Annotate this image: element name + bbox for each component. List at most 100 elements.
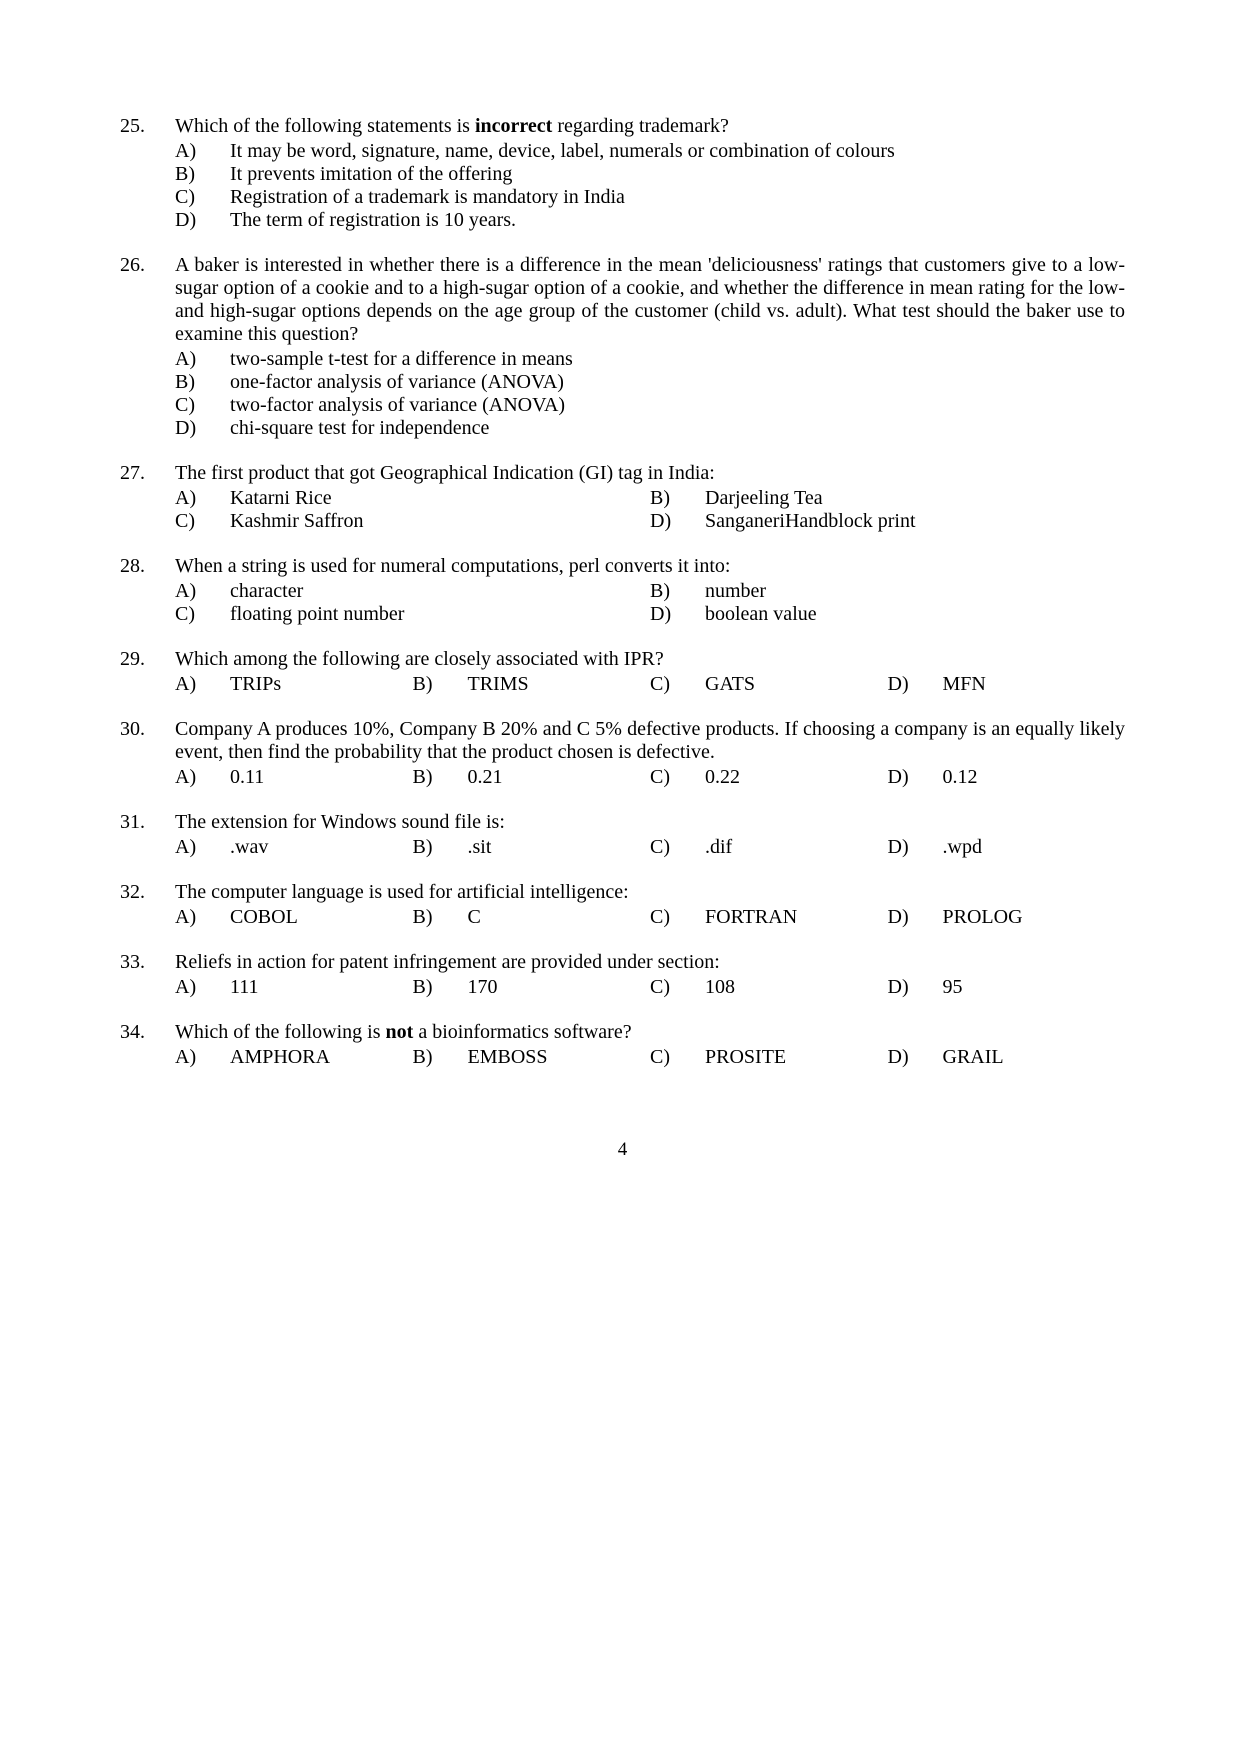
option-text: PROSITE bbox=[705, 1046, 888, 1069]
option-letter: A) bbox=[175, 348, 230, 371]
question: 27.The first product that got Geographic… bbox=[120, 462, 1125, 533]
option: B)EMBOSS bbox=[413, 1046, 651, 1069]
option-text: Katarni Rice bbox=[230, 487, 650, 510]
option-letter: D) bbox=[175, 209, 230, 232]
option-col: D)boolean value bbox=[650, 603, 1125, 626]
option-text: character bbox=[230, 580, 650, 603]
option-letter: B) bbox=[413, 673, 468, 696]
option-row: B)It prevents imitation of the offering bbox=[175, 163, 1125, 186]
option: B)C bbox=[413, 906, 651, 929]
option-letter: C) bbox=[650, 766, 705, 789]
option-letter: C) bbox=[650, 1046, 705, 1069]
option-row: A)two-sample t-test for a difference in … bbox=[175, 348, 1125, 371]
question-number: 30. bbox=[120, 718, 175, 789]
option-col: A)Katarni Rice bbox=[175, 487, 650, 510]
option-letter: B) bbox=[413, 766, 468, 789]
option-letter: A) bbox=[175, 766, 230, 789]
options-inline: A)111B)170C)108D)95 bbox=[175, 976, 1125, 999]
option-text: GRAIL bbox=[943, 1046, 1126, 1069]
option-text: EMBOSS bbox=[468, 1046, 651, 1069]
option-text: .dif bbox=[705, 836, 888, 859]
option-text: 0.12 bbox=[943, 766, 1126, 789]
option-letter: B) bbox=[650, 580, 705, 603]
option-col: D)SanganeriHandblock print bbox=[650, 510, 1125, 533]
option-letter: A) bbox=[175, 580, 230, 603]
option: D)MFN bbox=[888, 673, 1126, 696]
option-letter: D) bbox=[650, 510, 705, 533]
options-inline: A)AMPHORAB)EMBOSSC)PROSITED)GRAIL bbox=[175, 1046, 1125, 1069]
option-text: 95 bbox=[943, 976, 1126, 999]
option-letter: A) bbox=[175, 1046, 230, 1069]
text-segment: a bioinformatics software? bbox=[413, 1021, 631, 1043]
option: C)108 bbox=[650, 976, 888, 999]
option-row: D)chi-square test for independence bbox=[175, 417, 1125, 440]
option-text: floating point number bbox=[230, 603, 650, 626]
option-text: 0.21 bbox=[468, 766, 651, 789]
option-text: chi-square test for independence bbox=[230, 417, 1125, 440]
options-inline: A)COBOLB)CC)FORTRAND)PROLOG bbox=[175, 906, 1125, 929]
question-number: 34. bbox=[120, 1021, 175, 1069]
option-text: .sit bbox=[468, 836, 651, 859]
option-letter: B) bbox=[413, 906, 468, 929]
question-number: 26. bbox=[120, 254, 175, 440]
option: B)0.21 bbox=[413, 766, 651, 789]
question-text: When a string is used for numeral comput… bbox=[175, 555, 1125, 578]
option-row: C)two-factor analysis of variance (ANOVA… bbox=[175, 394, 1125, 417]
option: C)PROSITE bbox=[650, 1046, 888, 1069]
option: A)111 bbox=[175, 976, 413, 999]
option: C).dif bbox=[650, 836, 888, 859]
option-letter: A) bbox=[175, 487, 230, 510]
option: D).wpd bbox=[888, 836, 1126, 859]
options-2col: A)Katarni RiceB)Darjeeling TeaC)Kashmir … bbox=[175, 487, 1125, 533]
options-vertical: A)It may be word, signature, name, devic… bbox=[175, 140, 1125, 232]
question-body: The computer language is used for artifi… bbox=[175, 881, 1125, 929]
option-text: Kashmir Saffron bbox=[230, 510, 650, 533]
question: 25.Which of the following statements is … bbox=[120, 115, 1125, 232]
option-col: A)character bbox=[175, 580, 650, 603]
option-text: two-sample t-test for a difference in me… bbox=[230, 348, 1125, 371]
option-letter: C) bbox=[175, 394, 230, 417]
option-letter: A) bbox=[175, 836, 230, 859]
option-row: A)characterB)number bbox=[175, 580, 1125, 603]
question-body: Which of the following is not a bioinfor… bbox=[175, 1021, 1125, 1069]
question-body: The extension for Windows sound file is:… bbox=[175, 811, 1125, 859]
option-row: A)Katarni RiceB)Darjeeling Tea bbox=[175, 487, 1125, 510]
question: 28.When a string is used for numeral com… bbox=[120, 555, 1125, 626]
option: D)95 bbox=[888, 976, 1126, 999]
option-text: The term of registration is 10 years. bbox=[230, 209, 1125, 232]
text-segment: not bbox=[386, 1021, 414, 1043]
option-letter: D) bbox=[888, 906, 943, 929]
question-number: 33. bbox=[120, 951, 175, 999]
question-body: The first product that got Geographical … bbox=[175, 462, 1125, 533]
question-text: Company A produces 10%, Company B 20% an… bbox=[175, 718, 1125, 764]
option-letter: D) bbox=[888, 766, 943, 789]
options-inline: A)0.11B)0.21C)0.22D)0.12 bbox=[175, 766, 1125, 789]
question-body: A baker is interested in whether there i… bbox=[175, 254, 1125, 440]
option-text: AMPHORA bbox=[230, 1046, 413, 1069]
option-text: PROLOG bbox=[943, 906, 1126, 929]
text-segment: Which of the following statements is bbox=[175, 115, 475, 137]
option-letter: C) bbox=[175, 510, 230, 533]
option: A)COBOL bbox=[175, 906, 413, 929]
option-text: C bbox=[468, 906, 651, 929]
option-row: C)floating point numberD)boolean value bbox=[175, 603, 1125, 626]
option-letter: B) bbox=[175, 371, 230, 394]
option: B)TRIMS bbox=[413, 673, 651, 696]
question: 26.A baker is interested in whether ther… bbox=[120, 254, 1125, 440]
option-text: COBOL bbox=[230, 906, 413, 929]
options-inline: A)TRIPsB)TRIMSC)GATSD)MFN bbox=[175, 673, 1125, 696]
option-letter: D) bbox=[175, 417, 230, 440]
question: 32.The computer language is used for art… bbox=[120, 881, 1125, 929]
question-text: Which of the following statements is inc… bbox=[175, 115, 1125, 138]
option-col: B)number bbox=[650, 580, 1125, 603]
question-body: When a string is used for numeral comput… bbox=[175, 555, 1125, 626]
option-letter: D) bbox=[888, 976, 943, 999]
option-text: Darjeeling Tea bbox=[705, 487, 1125, 510]
option-text: It may be word, signature, name, device,… bbox=[230, 140, 1125, 163]
question-number: 32. bbox=[120, 881, 175, 929]
option-letter: B) bbox=[175, 163, 230, 186]
option-letter: D) bbox=[888, 836, 943, 859]
option-text: boolean value bbox=[705, 603, 1125, 626]
question-text: The computer language is used for artifi… bbox=[175, 881, 1125, 904]
option: B).sit bbox=[413, 836, 651, 859]
